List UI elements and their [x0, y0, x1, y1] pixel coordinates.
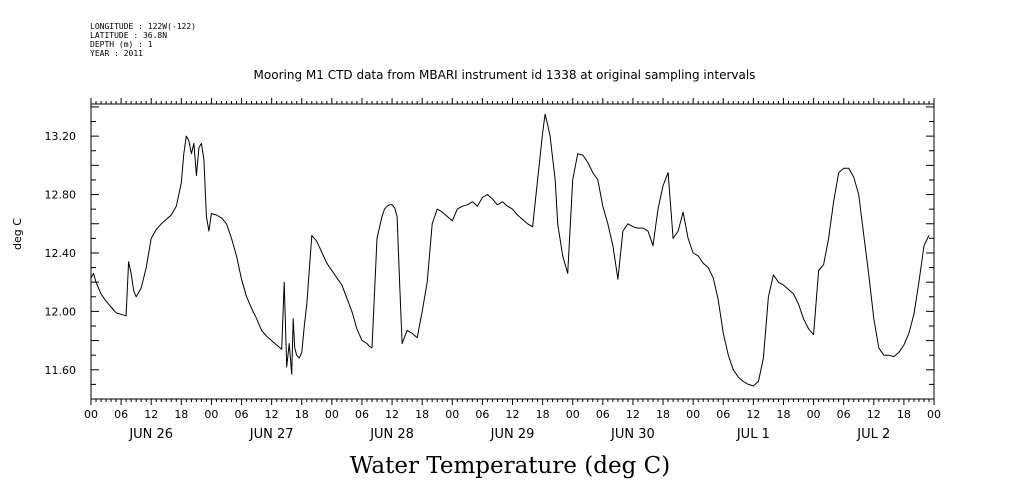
x-hour-tick-label: 12 [265, 408, 279, 421]
x-hour-tick-label: 12 [506, 408, 520, 421]
series-group [90, 113, 930, 387]
x-hour-tick-label: 00 [84, 408, 98, 421]
x-axis-ticks: 00 06 12 18 00 06 12 18 00 06 12 18 00 06 12 18 00 06 12 18… [84, 399, 941, 442]
x-hour-tick-label: 06 [716, 408, 730, 421]
top-minor-ticks [90, 98, 935, 104]
x-day-label: JUL 1 [736, 427, 770, 442]
year-label: YEAR : 2011 [90, 49, 143, 58]
x-day-label: JUN 26 [128, 427, 173, 442]
x-axis-label: Water Temperature (deg C) [349, 453, 671, 479]
x-hour-tick-label: 06 [837, 408, 851, 421]
x-hour-tick-label: 06 [355, 408, 369, 421]
x-hour-tick-label: 00 [927, 408, 941, 421]
x-hour-tick-label: 06 [235, 408, 249, 421]
y-tick-label: 11.60 [45, 364, 77, 377]
x-hour-tick-label: 12 [385, 408, 399, 421]
latitude-label: LATITUDE : 36.8N [90, 31, 168, 40]
x-hour-tick-label: 18 [776, 408, 790, 421]
x-hour-tick-label: 00 [686, 408, 700, 421]
x-hour-tick-label: 06 [114, 408, 128, 421]
x-hour-tick-label: 12 [626, 408, 640, 421]
x-hour-tick-label: 12 [144, 408, 158, 421]
x-day-label: JUN 29 [490, 427, 535, 442]
y-tick-label: 12.00 [45, 305, 77, 318]
x-hour-tick-label: 00 [204, 408, 218, 421]
longitude-label: LONGITUDE : 122W(-122) [90, 22, 196, 31]
x-hour-tick-label: 06 [596, 408, 610, 421]
depth-label: DEPTH (m) : 1 [90, 40, 153, 49]
x-hour-tick-label: 18 [536, 408, 550, 421]
x-hour-tick-label: 18 [174, 408, 188, 421]
metadata-block: LONGITUDE : 122W(-122) LATITUDE : 36.8N … [90, 22, 196, 58]
x-day-label: JUN 27 [249, 427, 294, 442]
x-hour-tick-label: 00 [325, 408, 339, 421]
x-hour-tick-label: 12 [867, 408, 881, 421]
x-day-label: JUL 2 [856, 427, 890, 442]
y-tick-label: 12.80 [45, 189, 77, 202]
x-hour-tick-label: 12 [746, 408, 760, 421]
x-hour-tick-label: 18 [295, 408, 309, 421]
plot-frame [90, 103, 935, 400]
chart-title: Mooring M1 CTD data from MBARI instrumen… [253, 68, 756, 82]
x-hour-tick-label: 06 [475, 408, 489, 421]
x-hour-tick-label: 18 [656, 408, 670, 421]
y-tick-label: 12.40 [45, 247, 77, 260]
x-day-label: JUN 30 [610, 427, 655, 442]
x-day-label: JUN 28 [369, 427, 414, 442]
series-line [90, 113, 930, 387]
x-hour-tick-label: 18 [415, 408, 429, 421]
x-hour-tick-label: 00 [807, 408, 821, 421]
y-tick-label: 13.20 [45, 130, 77, 143]
y-axis-ticks: 11.60 12.00 12.40 12.80 13.20 [45, 106, 934, 385]
x-hour-tick-label: 00 [566, 408, 580, 421]
x-hour-tick-label: 18 [897, 408, 911, 421]
x-hour-tick-label: 00 [445, 408, 459, 421]
